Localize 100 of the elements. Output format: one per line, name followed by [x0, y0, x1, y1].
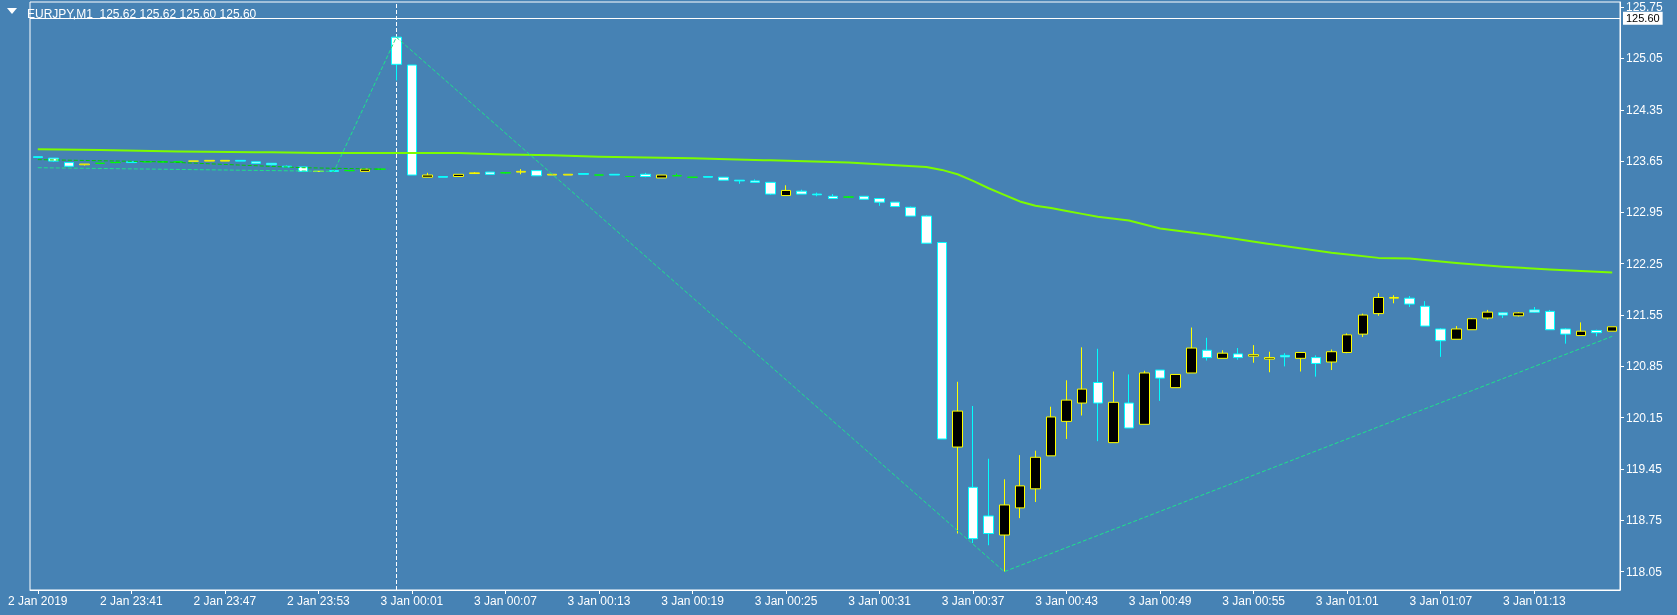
candlestick — [1342, 332, 1352, 354]
y-tick-label: 124.35 — [1626, 102, 1664, 117]
candlestick — [1404, 295, 1415, 308]
candlestick — [1389, 294, 1399, 304]
candlestick — [703, 175, 713, 178]
candlestick — [1435, 327, 1446, 358]
x-tick-label: 3 Jan 00:13 — [567, 594, 631, 608]
candlestick — [563, 173, 573, 176]
candlestick — [640, 172, 651, 178]
candlestick — [1545, 309, 1555, 331]
candlestick — [765, 181, 776, 196]
candlestick — [718, 176, 729, 181]
x-tick-label: 3 Jan 00:49 — [1128, 594, 1192, 608]
candlestick — [1046, 406, 1056, 457]
candlestick — [812, 192, 822, 197]
x-tick-label: 3 Jan 01:07 — [1409, 594, 1473, 608]
candlestick — [1498, 311, 1508, 319]
candlestick — [1373, 292, 1384, 317]
candlestick — [750, 178, 760, 183]
candlestick — [1560, 327, 1571, 345]
candlestick — [407, 64, 417, 176]
candlestick — [516, 168, 526, 175]
candlestick — [344, 169, 355, 172]
candlestick — [1124, 373, 1134, 429]
candlestick — [469, 171, 480, 175]
candlestick — [843, 195, 854, 199]
y-tick-label: 118.75 — [1626, 513, 1663, 528]
x-tick-label: 3 Jan 00:25 — [754, 594, 818, 608]
candlestick — [485, 171, 495, 175]
candlestick — [1295, 351, 1306, 373]
candlestick — [1217, 349, 1228, 359]
candlestick — [968, 405, 978, 544]
candlestick — [453, 173, 464, 177]
candlestick — [33, 156, 43, 159]
candlestick — [220, 159, 230, 162]
candlestick — [500, 171, 511, 175]
candlestick — [422, 172, 433, 178]
candlestick — [781, 184, 791, 197]
candlestick — [235, 159, 246, 162]
y-tick-label: 120.85 — [1626, 359, 1664, 374]
candlestick — [1482, 309, 1493, 320]
candlestick — [1233, 347, 1243, 361]
x-tick-label: 3 Jan 01:13 — [1502, 594, 1566, 608]
y-tick-label: 118.05 — [1626, 564, 1663, 579]
candlestick — [1591, 329, 1602, 337]
y-tick-label: 123.65 — [1626, 154, 1664, 169]
candlestick — [64, 162, 74, 168]
candlestick — [609, 173, 620, 176]
x-tick-label: 3 Jan 00:19 — [661, 594, 725, 608]
candlestick — [251, 161, 261, 164]
candlestick — [79, 163, 90, 166]
candlestick — [1155, 369, 1165, 402]
candlestick — [1311, 354, 1321, 378]
candlestick — [1529, 306, 1540, 314]
candlestick — [1077, 346, 1087, 417]
candlestick — [999, 478, 1010, 573]
x-tick-label: 3 Jan 00:31 — [848, 594, 912, 608]
candlestick — [1139, 370, 1150, 425]
line-series — [36, 148, 1614, 274]
x-tick-label: 2 Jan 23:41 — [99, 594, 164, 608]
x-tick-label: 2 Jan 23:53 — [287, 594, 351, 608]
x-tick-label: 2 Jan 23:47 — [193, 594, 257, 608]
candlestick — [874, 197, 885, 207]
candlestick — [438, 175, 448, 178]
candlestick — [1280, 352, 1290, 367]
x-tick-label: 3 Jan 00:37 — [941, 594, 1005, 608]
candlestick — [734, 179, 745, 185]
candlestick — [937, 241, 947, 440]
candlestick — [1420, 300, 1430, 327]
candlestick — [1061, 379, 1072, 440]
candlestick — [1202, 337, 1212, 362]
chart-title: EURJPY,M1 125.62 125.62 125.60 125.60 — [27, 7, 257, 21]
candlestick — [531, 170, 542, 177]
candlestick — [1170, 373, 1181, 389]
candlestick — [110, 161, 121, 164]
line-series — [37, 159, 382, 170]
y-tick-label: 122.95 — [1626, 205, 1664, 220]
candlestick — [1467, 317, 1477, 331]
y-tick-label: 120.15 — [1626, 410, 1664, 425]
candlestick — [1607, 326, 1617, 332]
ref-line-label: 125.60 — [1626, 12, 1660, 25]
candlestick — [1513, 311, 1524, 318]
x-tick-label: 3 Jan 00:43 — [1035, 594, 1099, 608]
candlestick — [672, 173, 682, 177]
candlestick — [952, 381, 963, 535]
x-tick-label: 3 Jan 01:01 — [1315, 594, 1379, 608]
candlestick — [890, 201, 900, 208]
candlestick — [1248, 344, 1259, 364]
candlestick — [983, 458, 994, 546]
candlestick — [656, 174, 667, 179]
candlestick — [1093, 348, 1103, 442]
x-tick-label: 3 Jan 00:55 — [1222, 594, 1286, 608]
candlestick — [1186, 327, 1197, 374]
y-tick-label: 119.45 — [1626, 462, 1663, 477]
candlestick — [204, 159, 215, 162]
y-tick-label: 125.05 — [1626, 51, 1664, 66]
x-tick-label: 3 Jan 00:07 — [474, 594, 538, 608]
line-series — [37, 36, 1613, 573]
candlestick — [1576, 321, 1586, 337]
candlestick — [859, 195, 869, 200]
